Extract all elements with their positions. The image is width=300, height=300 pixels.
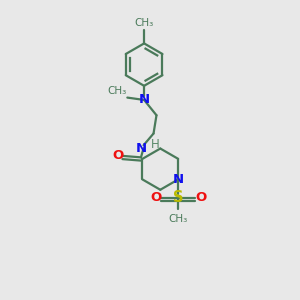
Text: O: O <box>195 191 206 204</box>
Text: CH₃: CH₃ <box>169 214 188 224</box>
Text: N: N <box>139 93 150 106</box>
Text: CH₃: CH₃ <box>134 18 154 28</box>
Text: H: H <box>151 138 159 151</box>
Text: CH₃: CH₃ <box>107 86 126 96</box>
Text: O: O <box>150 191 161 204</box>
Text: N: N <box>136 142 147 155</box>
Text: S: S <box>173 190 183 205</box>
Text: O: O <box>112 149 123 162</box>
Text: N: N <box>172 173 184 186</box>
